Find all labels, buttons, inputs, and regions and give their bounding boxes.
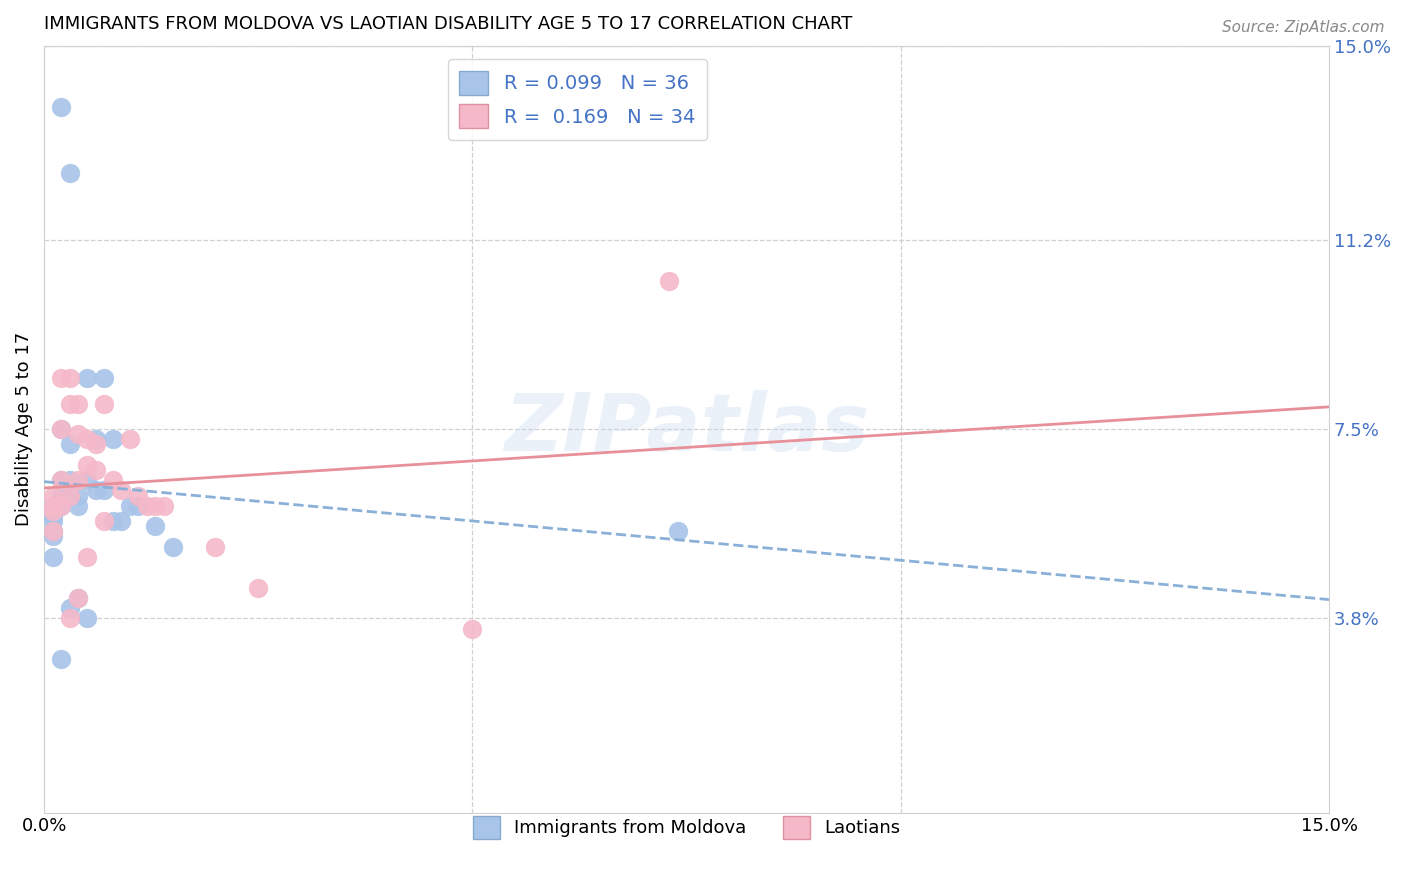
Point: [59, 371, 82, 385]
Point: [51, 473, 73, 487]
Point: [84, 433, 107, 447]
Point: [59, 437, 82, 451]
Point: [127, 499, 149, 513]
Point: [110, 514, 132, 528]
Point: [101, 514, 124, 528]
Point: [67, 591, 90, 605]
Point: [93, 371, 115, 385]
Point: [145, 499, 167, 513]
Point: [67, 396, 90, 410]
Point: [41, 529, 63, 543]
Point: [59, 166, 82, 180]
Point: [51, 422, 73, 436]
Point: [76, 371, 98, 385]
Point: [41, 499, 63, 513]
Y-axis label: Disability Age 5 to 17: Disability Age 5 to 17: [15, 332, 32, 526]
Point: [135, 499, 157, 513]
Point: [118, 499, 141, 513]
Point: [110, 483, 132, 498]
Point: [41, 524, 63, 539]
Point: [41, 524, 63, 539]
Point: [76, 433, 98, 447]
Point: [76, 549, 98, 564]
Point: [67, 427, 90, 442]
Point: [666, 524, 689, 539]
Point: [41, 504, 63, 518]
Point: [461, 622, 484, 636]
Point: [127, 489, 149, 503]
Point: [41, 549, 63, 564]
Point: [204, 540, 226, 554]
Point: [41, 509, 63, 524]
Point: [67, 489, 90, 503]
Point: [76, 473, 98, 487]
Point: [51, 422, 73, 436]
Point: [93, 514, 115, 528]
Point: [41, 514, 63, 528]
Point: [51, 489, 73, 503]
Point: [84, 483, 107, 498]
Point: [51, 652, 73, 666]
Point: [658, 274, 681, 288]
Text: IMMIGRANTS FROM MOLDOVA VS LAOTIAN DISABILITY AGE 5 TO 17 CORRELATION CHART: IMMIGRANTS FROM MOLDOVA VS LAOTIAN DISAB…: [44, 15, 852, 33]
Point: [59, 473, 82, 487]
Text: Source: ZipAtlas.com: Source: ZipAtlas.com: [1222, 20, 1385, 35]
Point: [51, 100, 73, 114]
Point: [93, 396, 115, 410]
Point: [247, 581, 270, 595]
Point: [67, 591, 90, 605]
Point: [118, 433, 141, 447]
Point: [76, 458, 98, 472]
Point: [84, 463, 107, 477]
Point: [59, 489, 82, 503]
Point: [51, 371, 73, 385]
Point: [59, 601, 82, 615]
Point: [84, 437, 107, 451]
Text: ZIPatlas: ZIPatlas: [505, 390, 869, 468]
Point: [51, 499, 73, 513]
Point: [59, 489, 82, 503]
Point: [101, 473, 124, 487]
Point: [51, 473, 73, 487]
Point: [162, 540, 184, 554]
Point: [41, 499, 63, 513]
Point: [67, 499, 90, 513]
Point: [93, 483, 115, 498]
Legend: Immigrants from Moldova, Laotians: Immigrants from Moldova, Laotians: [465, 809, 907, 846]
Point: [145, 519, 167, 533]
Point: [41, 499, 63, 513]
Point: [59, 611, 82, 625]
Point: [101, 433, 124, 447]
Point: [76, 611, 98, 625]
Point: [51, 499, 73, 513]
Point: [59, 396, 82, 410]
Point: [153, 499, 176, 513]
Point: [41, 489, 63, 503]
Point: [67, 473, 90, 487]
